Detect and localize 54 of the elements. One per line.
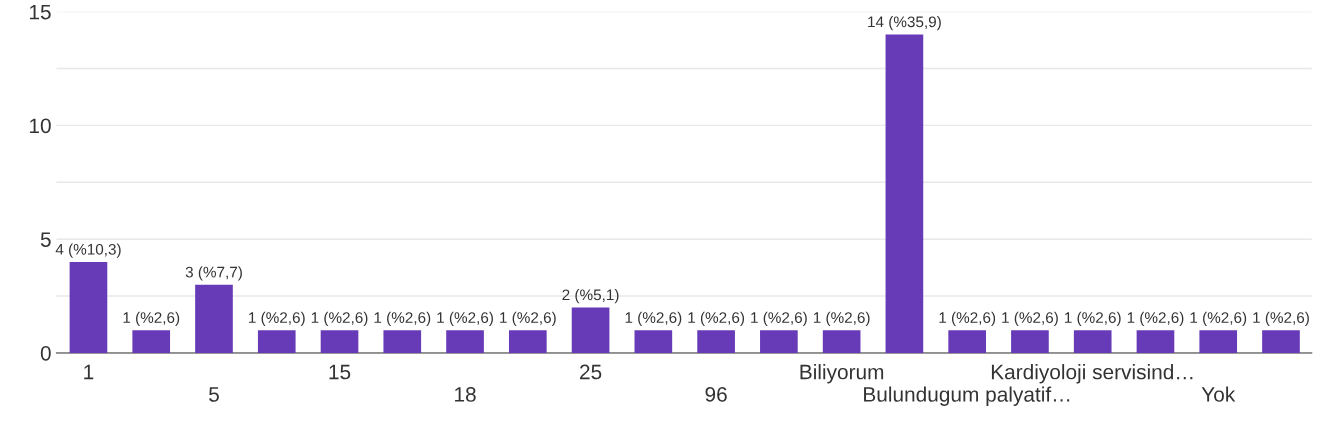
data-label: 1 (%2,6) — [625, 311, 682, 327]
data-label: 1 (%2,6) — [1127, 311, 1184, 327]
bar — [634, 330, 673, 353]
y-tick-label: 15 — [30, 4, 51, 20]
x-tick-label: 15 — [329, 364, 351, 380]
data-label: 3 (%7,7) — [185, 266, 242, 281]
bar — [383, 330, 422, 353]
data-label: 1 (%2,6) — [1253, 311, 1309, 327]
data-label: 1 (%2,6) — [939, 311, 996, 327]
data-label: 1 (%2,6) — [1190, 311, 1247, 327]
x-tick-label: 1 — [84, 364, 94, 380]
bar — [571, 307, 610, 353]
data-label: 1 (%2,6) — [1002, 311, 1058, 327]
bar — [760, 330, 798, 353]
x-tick-label: Kardiyoloji servisind… — [991, 364, 1193, 384]
data-label: 4 (%10,3) — [55, 243, 121, 258]
x-tick-label: 5 — [209, 387, 219, 402]
bar — [69, 261, 108, 353]
data-label: 1 (%2,6) — [688, 311, 745, 327]
bar — [508, 330, 547, 353]
bar — [1073, 330, 1112, 353]
bar — [948, 330, 986, 353]
data-label: 1 (%2,6) — [437, 311, 493, 327]
bar — [1262, 330, 1300, 353]
x-tick-label: 18 — [455, 387, 476, 402]
y-tick-label: 10 — [30, 118, 51, 134]
y-tick-label: 0 — [40, 345, 51, 361]
bar — [1136, 330, 1175, 353]
x-tick-label: Yok — [1201, 386, 1236, 402]
bar — [320, 330, 359, 353]
bar — [195, 284, 233, 353]
data-label: 1 (%2,6) — [123, 311, 180, 327]
data-label: 1 (%2,6) — [249, 311, 305, 327]
data-label: 2 (%5,1) — [562, 289, 619, 304]
data-label: 1 (%2,6) — [374, 311, 431, 327]
bar — [697, 330, 735, 353]
data-label: 1 (%2,6) — [813, 311, 870, 327]
bar — [257, 330, 296, 353]
data-label: 1 (%2,6) — [751, 311, 807, 327]
x-tick-label: Bulundugum palyatif… — [864, 386, 1070, 406]
x-tick-label: Biliyorum — [800, 364, 884, 384]
data-label: 1 (%2,6) — [500, 311, 556, 327]
data-label: 1 (%2,6) — [311, 311, 368, 327]
bar — [885, 34, 924, 353]
x-tick-label: 25 — [580, 364, 602, 380]
bar — [132, 330, 171, 353]
bar — [446, 330, 484, 353]
x-tick-label: 96 — [705, 387, 727, 402]
bar — [1199, 330, 1238, 353]
bar — [822, 330, 861, 353]
data-label: 1 (%2,6) — [1064, 311, 1121, 327]
y-tick-label: 5 — [40, 232, 51, 247]
data-label: 14 (%35,9) — [868, 16, 941, 31]
bar — [1011, 330, 1049, 353]
